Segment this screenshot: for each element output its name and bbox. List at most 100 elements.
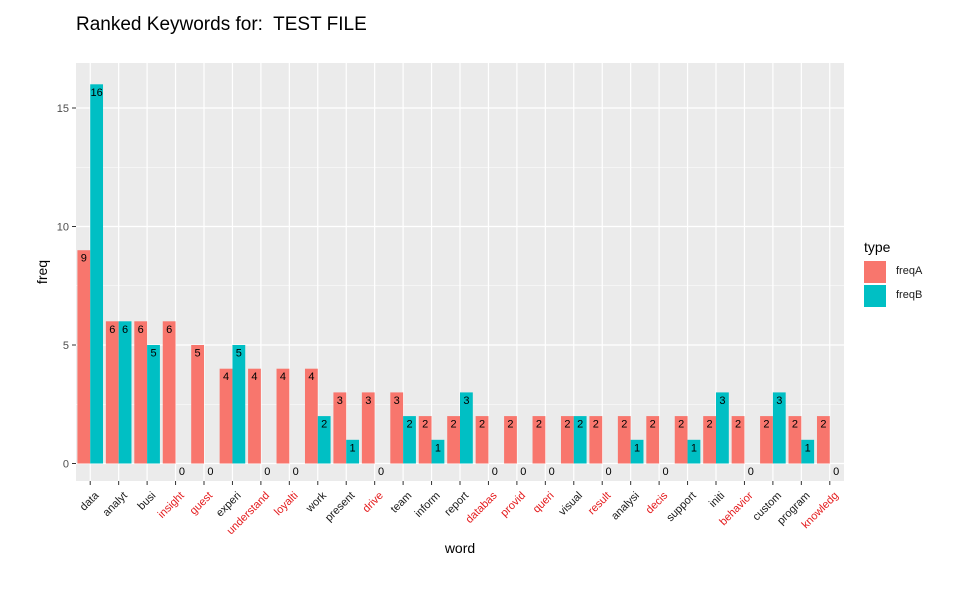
bar-freqa-drive — [361, 392, 375, 464]
bar-freqb-initi — [716, 392, 729, 464]
value-label-freqa-custom: 2 — [763, 419, 769, 431]
value-label-freqb-drive: 0 — [378, 466, 384, 478]
bar-freqb-support — [687, 439, 701, 464]
value-label-freqa-experi: 4 — [223, 371, 229, 383]
value-label-freqb-visual: 2 — [577, 419, 583, 431]
x-tick-label-busi: busi — [136, 490, 159, 513]
x-tick-label-provid: provid — [498, 490, 528, 520]
bar-freqa-understand — [248, 368, 261, 464]
bar-freqa-report — [447, 416, 460, 464]
value-label-freqb-initi: 3 — [719, 395, 725, 407]
bar-freqa-insight — [162, 321, 176, 464]
bar-freqb-program — [801, 439, 815, 464]
bar-freqa-inform — [418, 416, 432, 464]
x-tick-label-visual: visual — [557, 490, 585, 518]
x-tick-label-present: present — [323, 490, 357, 524]
value-label-freqb-queri: 0 — [549, 466, 555, 478]
value-label-freqb-insight: 0 — [179, 466, 185, 478]
bar-freqb-work — [317, 416, 331, 464]
y-axis-title: freq — [34, 260, 50, 284]
value-label-freqb-present: 1 — [350, 442, 356, 454]
value-label-freqa-decis: 2 — [650, 419, 656, 431]
chart-title: Ranked Keywords for: TEST FILE — [76, 14, 367, 35]
value-label-freqb-team: 2 — [406, 419, 412, 431]
value-label-freqb-understand: 0 — [264, 466, 270, 478]
legend-label-freqB: freqB — [896, 289, 923, 301]
value-label-freqa-insight: 6 — [166, 324, 172, 336]
x-tick-label-guest: guest — [188, 490, 216, 518]
bar-freqa-queri — [532, 416, 546, 464]
value-label-freqa-result: 2 — [593, 419, 599, 431]
bar-freqb-busi — [147, 345, 160, 464]
value-label-freqa-data: 9 — [81, 253, 87, 265]
bar-freqa-team — [390, 392, 404, 464]
bar-freqb-analyt — [118, 321, 132, 464]
x-tick-label-work: work — [303, 489, 329, 515]
value-label-freqa-analysi: 2 — [621, 419, 627, 431]
bar-freqa-work — [304, 368, 318, 464]
bar-freqa-present — [333, 392, 347, 464]
value-label-freqb-decis: 0 — [662, 466, 668, 478]
y-tick-label: 5 — [63, 340, 69, 352]
value-label-freqb-report: 3 — [463, 395, 469, 407]
x-tick-label-inform: inform — [413, 490, 443, 520]
bar-freqa-data — [77, 250, 91, 464]
value-label-freqb-behavior: 0 — [748, 466, 754, 478]
value-label-freqa-guest: 5 — [195, 348, 201, 360]
x-tick-label-drive: drive — [361, 490, 386, 515]
legend-swatch-freqA — [864, 261, 886, 283]
value-label-freqb-work: 2 — [321, 419, 327, 431]
value-label-freqa-program: 2 — [792, 419, 798, 431]
bar-freqb-report — [460, 392, 473, 464]
bar-freqb-team — [403, 416, 416, 464]
bar-freqa-guest — [191, 345, 204, 464]
value-label-freqa-support: 2 — [678, 419, 684, 431]
x-tick-label-queri: queri — [531, 490, 557, 516]
bar-freqb-inform — [431, 439, 445, 464]
value-label-freqa-work: 4 — [308, 371, 314, 383]
value-label-freqa-busi: 6 — [138, 324, 144, 336]
value-label-freqa-drive: 3 — [365, 395, 371, 407]
x-axis-title: word — [444, 540, 475, 556]
bar-freqb-data — [90, 84, 104, 464]
value-label-freqb-knowledg: 0 — [833, 466, 839, 478]
value-label-freqb-databas: 0 — [492, 466, 498, 478]
bar-freqa-provid — [504, 416, 517, 464]
bar-freqb-visual — [573, 416, 587, 464]
value-label-freqa-provid: 2 — [507, 419, 513, 431]
bar-freqa-knowledg — [816, 416, 830, 464]
value-label-freqb-guest: 0 — [207, 466, 213, 478]
legend-title: type — [864, 239, 891, 255]
value-label-freqb-analyt: 6 — [122, 324, 128, 336]
value-label-freqb-result: 0 — [606, 466, 612, 478]
bar-freqa-experi — [219, 368, 233, 464]
x-tick-label-databas: databas — [463, 489, 500, 526]
value-label-freqa-behavior: 2 — [735, 419, 741, 431]
legend-swatch-freqB — [864, 285, 886, 307]
value-label-freqa-present: 3 — [337, 395, 343, 407]
bar-freqa-result — [589, 416, 603, 464]
value-label-freqa-visual: 2 — [564, 419, 570, 431]
bar-freqb-experi — [232, 345, 246, 464]
x-tick-label-insight: insight — [156, 490, 187, 521]
y-tick-label: 15 — [57, 103, 69, 115]
value-label-freqa-databas: 2 — [479, 419, 485, 431]
y-tick-label: 0 — [63, 459, 69, 471]
bar-freqa-behavior — [731, 416, 745, 464]
legend-label-freqA: freqA — [896, 265, 923, 277]
x-tick-label-loyalti: loyalti — [272, 490, 300, 518]
x-tick-label-analyt: analyt — [101, 490, 130, 519]
value-label-freqb-inform: 1 — [435, 442, 441, 454]
bar-freqa-databas — [475, 416, 489, 464]
bar-freqa-custom — [760, 416, 773, 464]
bar-freqa-decis — [646, 416, 660, 464]
bar-freqa-initi — [703, 416, 716, 464]
bar-freqb-present — [346, 439, 360, 464]
bar-freqa-support — [674, 416, 688, 464]
x-tick-label-team: team — [389, 490, 415, 516]
x-tick-label-support: support — [664, 490, 698, 524]
value-label-freqa-analyt: 6 — [109, 324, 115, 336]
value-label-freqb-data: 16 — [90, 87, 102, 99]
value-label-freqa-understand: 4 — [251, 371, 257, 383]
